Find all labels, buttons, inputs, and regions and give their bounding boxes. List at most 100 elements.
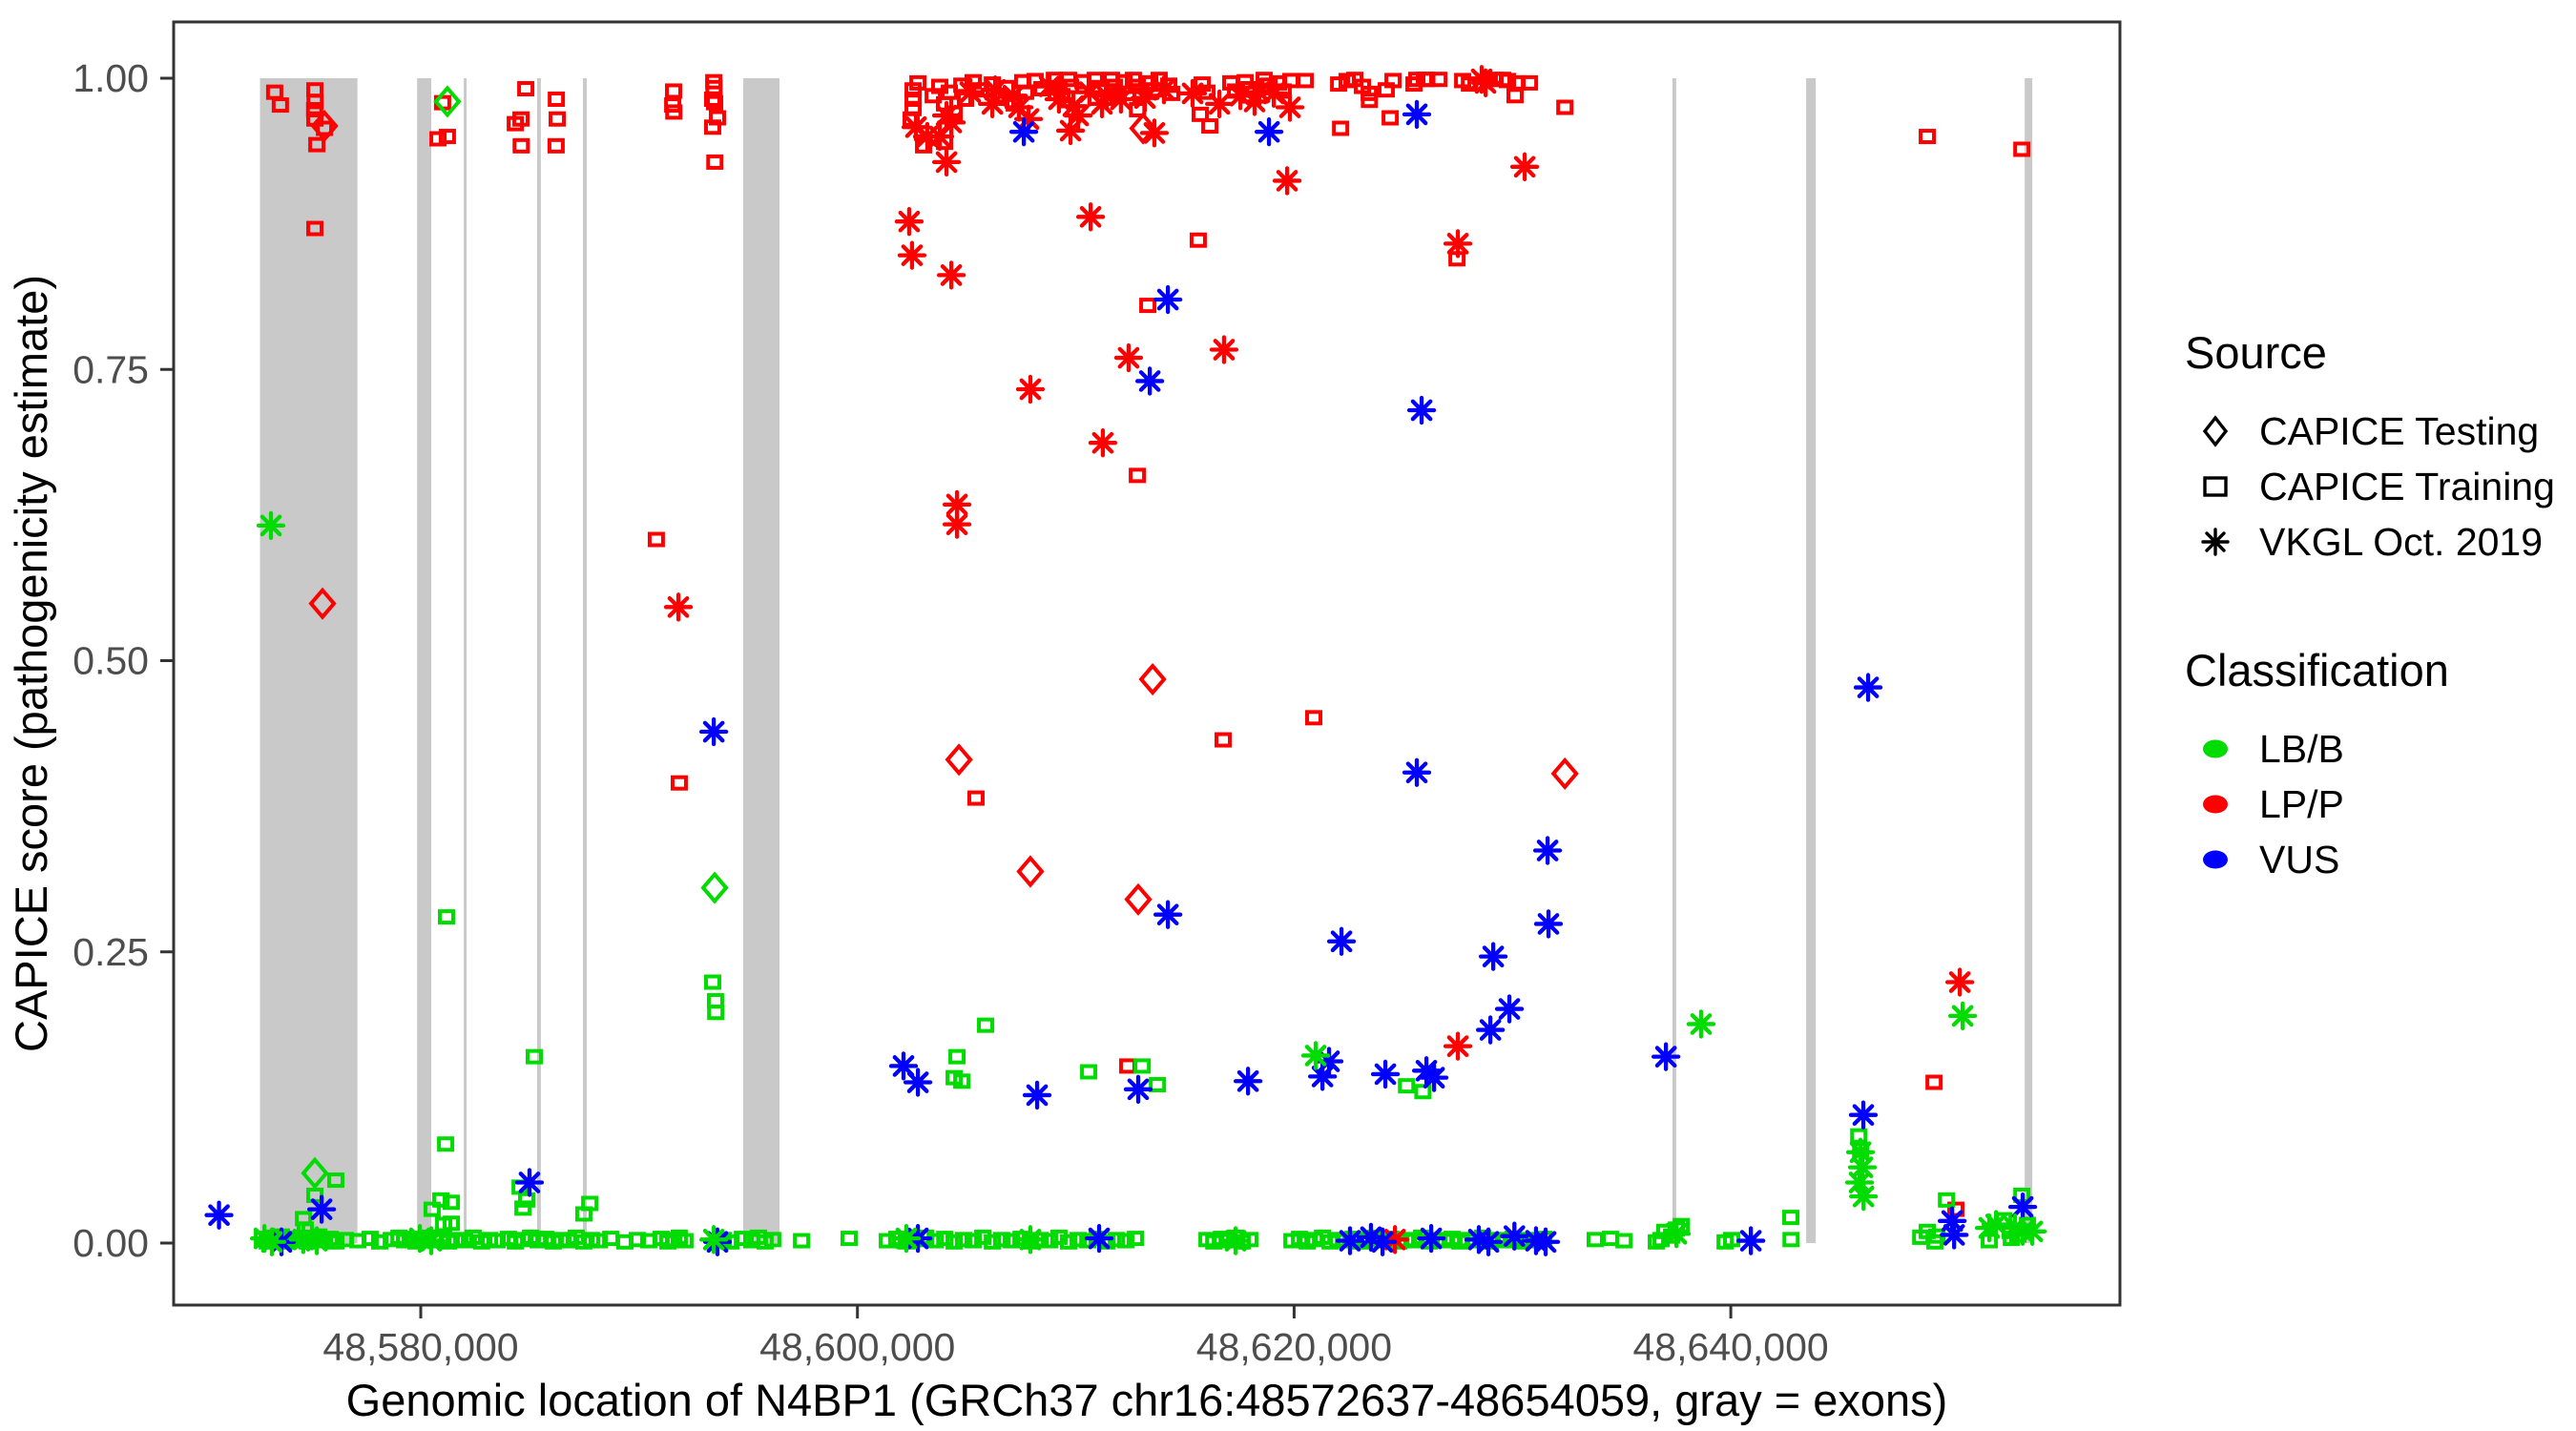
data-point-asterisk bbox=[2007, 1192, 2038, 1222]
data-point-square bbox=[1398, 1078, 1416, 1094]
data-point-square bbox=[793, 1233, 811, 1249]
data-point-asterisk bbox=[250, 1223, 280, 1254]
data-point-square bbox=[443, 1194, 461, 1211]
legend: Source CAPICE Testing CAPICE Training VK… bbox=[2185, 326, 2566, 887]
y-tick-label: 1.00 bbox=[73, 56, 149, 100]
legend-item-lbb: LB/B bbox=[2185, 721, 2566, 777]
data-point-asterisk bbox=[901, 113, 931, 142]
data-point-asterisk bbox=[1204, 89, 1235, 119]
data-point-asterisk bbox=[663, 592, 694, 622]
data-point-asterisk bbox=[1938, 1206, 1967, 1235]
exon-band bbox=[2025, 78, 2033, 1243]
data-point-asterisk bbox=[1416, 1223, 1446, 1254]
data-point-asterisk bbox=[257, 1227, 287, 1256]
data-point-asterisk bbox=[698, 716, 729, 747]
data-point-asterisk bbox=[306, 1194, 337, 1224]
data-point-square bbox=[966, 790, 985, 806]
data-point-square bbox=[514, 1200, 532, 1216]
data-point-asterisk bbox=[1300, 1041, 1331, 1070]
data-point-square bbox=[1586, 1232, 1604, 1248]
data-point-asterisk bbox=[1853, 673, 1883, 702]
legend-item-label: LB/B bbox=[2259, 726, 2344, 771]
data-point-asterisk bbox=[1015, 1225, 1046, 1255]
data-point-square bbox=[1926, 1234, 1944, 1250]
data-point-asterisk bbox=[1530, 1227, 1561, 1256]
data-point-square bbox=[306, 220, 324, 237]
data-point-square bbox=[1305, 710, 1323, 726]
data-point-asterisk bbox=[514, 1168, 545, 1197]
data-point-square bbox=[1149, 1076, 1167, 1092]
data-point-asterisk bbox=[1015, 374, 1046, 404]
data-point-asterisk bbox=[1254, 117, 1284, 147]
data-point-asterisk bbox=[936, 260, 966, 290]
data-point-asterisk bbox=[1233, 1067, 1263, 1096]
data-point-asterisk bbox=[1443, 1031, 1473, 1061]
data-point-square bbox=[703, 91, 721, 107]
data-point-asterisk bbox=[1402, 99, 1432, 130]
data-point-asterisk bbox=[1509, 152, 1540, 181]
legend-item-label: LP/P bbox=[2259, 781, 2344, 826]
data-point-square bbox=[1129, 467, 1147, 484]
data-point-square bbox=[1332, 120, 1350, 136]
data-point-square bbox=[763, 1232, 781, 1248]
data-point-square bbox=[437, 1136, 455, 1152]
data-point-asterisk bbox=[1532, 836, 1563, 865]
legend-item-vkgl: VKGL Oct. 2019 bbox=[2185, 514, 2566, 570]
data-point-square bbox=[926, 1233, 945, 1249]
data-point-asterisk bbox=[1225, 81, 1256, 111]
data-point-square bbox=[1384, 73, 1402, 89]
data-point-asterisk bbox=[942, 489, 972, 520]
diamond-marker-icon bbox=[2185, 410, 2246, 452]
y-axis-title: CAPICE score (pathogenicity estimate) bbox=[6, 275, 56, 1052]
data-point-square bbox=[984, 1234, 1002, 1250]
data-point-asterisk bbox=[1494, 994, 1525, 1024]
data-point-square bbox=[1080, 1064, 1098, 1080]
data-point-square bbox=[1506, 88, 1524, 104]
x-axis-title: Genomic location of N4BP1 (GRCh37 chr16:… bbox=[345, 1375, 1948, 1425]
data-point-asterisk bbox=[1848, 1100, 1879, 1130]
data-point-diamond bbox=[1129, 112, 1157, 145]
data-point-asterisk bbox=[1847, 1152, 1878, 1182]
data-point-asterisk bbox=[1220, 1226, 1251, 1255]
data-point-square bbox=[271, 97, 289, 114]
data-point-diamond bbox=[700, 871, 729, 904]
data-point-square bbox=[706, 154, 724, 170]
data-point-square bbox=[904, 91, 923, 107]
data-point-asterisk bbox=[942, 509, 972, 539]
data-point-square bbox=[1189, 232, 1207, 248]
data-point-diamond bbox=[310, 109, 339, 143]
data-point-square bbox=[1070, 1232, 1088, 1248]
data-point-square bbox=[1556, 99, 1574, 115]
data-point-diamond bbox=[1016, 855, 1045, 888]
data-point-asterisk bbox=[1464, 1225, 1494, 1255]
data-point-asterisk bbox=[1406, 395, 1437, 425]
data-point-square bbox=[305, 101, 323, 117]
data-point-asterisk bbox=[1106, 84, 1136, 114]
data-point-square bbox=[879, 1233, 897, 1249]
data-point-asterisk bbox=[1113, 342, 1144, 373]
data-point-asterisk bbox=[936, 108, 966, 137]
data-point-square bbox=[954, 1232, 972, 1248]
data-point-square bbox=[581, 1195, 599, 1212]
data-point-asterisk bbox=[897, 240, 927, 270]
data-point-square bbox=[512, 137, 530, 154]
data-point-asterisk bbox=[1419, 1063, 1449, 1092]
data-point-square bbox=[707, 1005, 725, 1021]
data-point-square bbox=[316, 120, 334, 136]
data-point-square bbox=[1414, 1084, 1432, 1100]
asterisk-marker-icon bbox=[2185, 521, 2246, 563]
data-point-asterisk bbox=[1075, 202, 1106, 232]
data-point-asterisk bbox=[931, 147, 962, 177]
data-point-asterisk bbox=[405, 1223, 435, 1254]
data-point-asterisk bbox=[955, 77, 986, 107]
data-point-asterisk bbox=[1074, 77, 1105, 107]
data-point-asterisk bbox=[1153, 900, 1183, 929]
data-point-square bbox=[909, 74, 927, 91]
data-point-asterisk bbox=[1209, 335, 1239, 364]
data-point-square bbox=[443, 1215, 461, 1232]
data-point-asterisk bbox=[1308, 1062, 1338, 1091]
data-point-diamond bbox=[945, 743, 973, 777]
data-point-square bbox=[1060, 1234, 1078, 1250]
data-point-asterisk bbox=[2017, 1216, 2047, 1246]
